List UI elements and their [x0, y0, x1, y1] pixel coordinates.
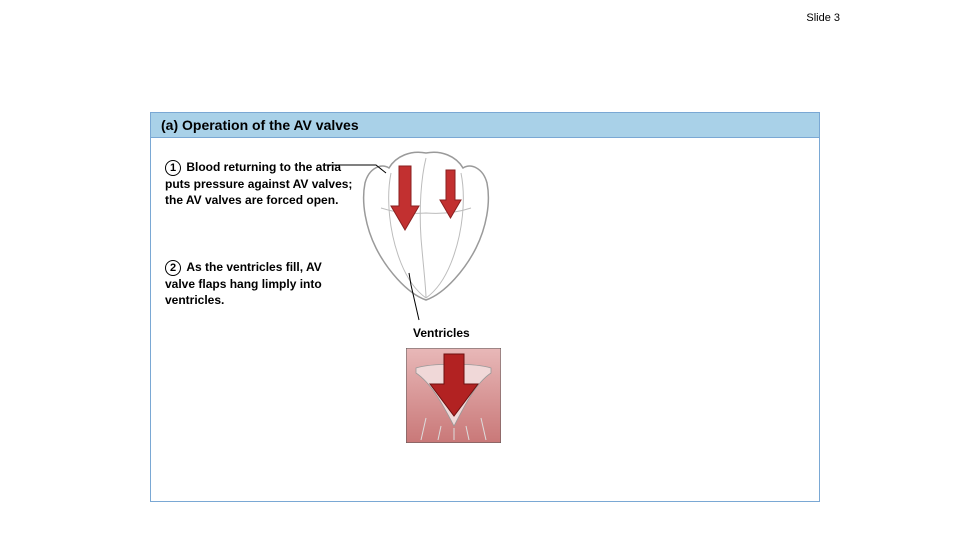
content-panel: (a) Operation of the AV valves 1 Blood r… [150, 112, 820, 502]
ventricles-label: Ventricles [413, 326, 470, 340]
slide-number: Slide 3 [806, 12, 840, 24]
valve-illustration [406, 348, 501, 443]
leader-lines [151, 113, 821, 503]
